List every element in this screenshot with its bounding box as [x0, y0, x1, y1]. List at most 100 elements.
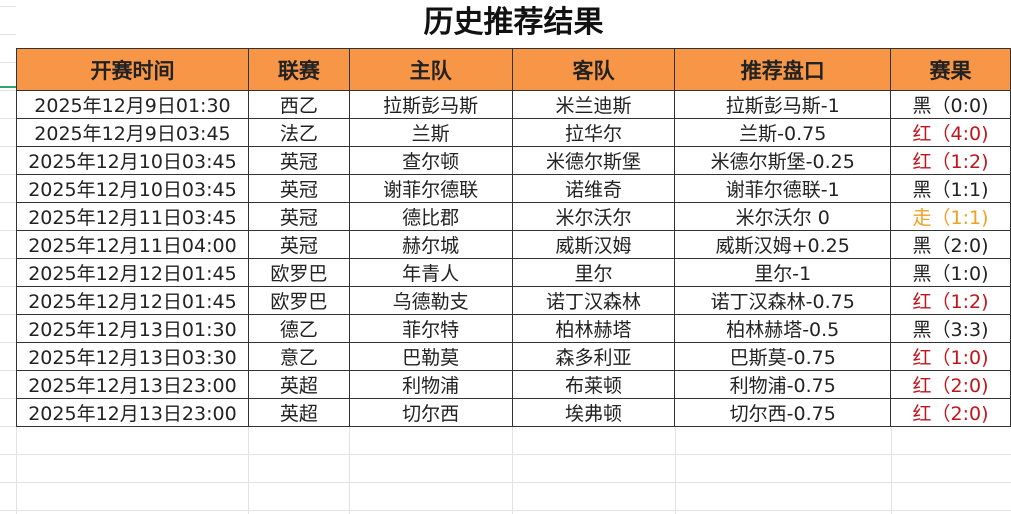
home-team-cell[interactable]: 切尔西	[348, 398, 513, 427]
table-row: 2025年12月9日03:45 法乙 兰斯 拉华尔 兰斯-0.75 红（4:0)	[16, 118, 1011, 147]
time-cell[interactable]: 2025年12月13日23:00	[16, 398, 249, 427]
result-cell[interactable]: 黑（0:0)	[890, 90, 1011, 119]
away-team-cell[interactable]: 米德尔斯堡	[511, 146, 676, 175]
league-cell[interactable]: 德乙	[247, 314, 350, 343]
away-team-cell[interactable]: 诺维奇	[511, 174, 676, 203]
away-team-cell[interactable]: 布莱顿	[511, 370, 676, 399]
table-row: 2025年12月10日03:45 英冠 查尔顿 米德尔斯堡 米德尔斯堡-0.25 红（1:…	[16, 146, 1011, 175]
away-team-cell[interactable]: 拉华尔	[511, 118, 676, 147]
time-cell[interactable]: 2025年12月11日04:00	[16, 230, 249, 259]
home-team-cell[interactable]: 乌德勒支	[348, 286, 513, 315]
away-team-cell[interactable]: 柏林赫塔	[511, 314, 676, 343]
header-row: 开赛时间 联赛 主队 客队 推荐盘口 赛果	[16, 48, 1011, 91]
time-cell[interactable]: 2025年12月9日03:45	[16, 118, 249, 147]
result-cell[interactable]: 红（2:0)	[890, 370, 1011, 399]
table-row: 2025年12月11日03:45 英冠 德比郡 米尔沃尔 米尔沃尔 0 走（1:1)	[16, 202, 1011, 231]
result-cell[interactable]: 黑（2:0)	[890, 230, 1011, 259]
header-result[interactable]: 赛果	[890, 48, 1011, 91]
home-team-cell[interactable]: 谢菲尔德联	[348, 174, 513, 203]
time-cell[interactable]: 2025年12月10日03:45	[16, 174, 249, 203]
away-team-cell[interactable]: 米尔沃尔	[511, 202, 676, 231]
away-team-cell[interactable]: 里尔	[511, 258, 676, 287]
table-row: 2025年12月12日01:45 欧罗巴 年青人 里尔 里尔-1 黑（1:0)	[16, 258, 1011, 287]
header-pick[interactable]: 推荐盘口	[674, 48, 892, 91]
away-team-cell[interactable]: 森多利亚	[511, 342, 676, 371]
time-cell[interactable]: 2025年12月13日23:00	[16, 370, 249, 399]
time-cell[interactable]: 2025年12月13日03:30	[16, 342, 249, 371]
table-row: 2025年12月11日04:00 英冠 赫尔城 威斯汉姆 威斯汉姆+0.25 黑（2:0)	[16, 230, 1011, 259]
grid-line	[16, 426, 17, 514]
table-row: 2025年12月13日03:30 意乙 巴勒莫 森多利亚 巴斯莫-0.75 红（1:0)	[16, 342, 1011, 371]
table-row: 2025年12月9日01:30 西乙 拉斯彭马斯 米兰迪斯 拉斯彭马斯-1 黑（0:0)	[16, 90, 1011, 119]
home-team-cell[interactable]: 巴勒莫	[348, 342, 513, 371]
table-row: 2025年12月13日23:00 英超 切尔西 埃弗顿 切尔西-0.75 红（2:0)	[16, 398, 1011, 427]
pick-cell[interactable]: 米尔沃尔 0	[674, 202, 892, 231]
header-away[interactable]: 客队	[511, 48, 676, 91]
result-cell[interactable]: 红（1:0)	[890, 342, 1011, 371]
time-cell[interactable]: 2025年12月10日03:45	[16, 146, 249, 175]
grid-line	[891, 426, 892, 514]
pick-cell[interactable]: 利物浦-0.75	[674, 370, 892, 399]
time-cell[interactable]: 2025年12月12日01:45	[16, 286, 249, 315]
away-team-cell[interactable]: 威斯汉姆	[511, 230, 676, 259]
pick-cell[interactable]: 巴斯莫-0.75	[674, 342, 892, 371]
home-team-cell[interactable]: 利物浦	[348, 370, 513, 399]
time-cell[interactable]: 2025年12月13日01:30	[16, 314, 249, 343]
league-cell[interactable]: 意乙	[247, 342, 350, 371]
league-cell[interactable]: 英冠	[247, 146, 350, 175]
league-cell[interactable]: 西乙	[247, 90, 350, 119]
grid-line	[512, 426, 513, 514]
time-cell[interactable]: 2025年12月11日03:45	[16, 202, 249, 231]
result-cell[interactable]: 黑（1:1)	[890, 174, 1011, 203]
table-row: 2025年12月10日03:45 英冠 谢菲尔德联 诺维奇 谢菲尔德联-1 黑（1:1)	[16, 174, 1011, 203]
table-row: 2025年12月13日01:30 德乙 菲尔特 柏林赫塔 柏林赫塔-0.5 黑（3:3)	[16, 314, 1011, 343]
league-cell[interactable]: 法乙	[247, 118, 350, 147]
header-time[interactable]: 开赛时间	[16, 48, 249, 91]
pick-cell[interactable]: 切尔西-0.75	[674, 398, 892, 427]
grid-line	[248, 426, 249, 514]
league-cell[interactable]: 英冠	[247, 174, 350, 203]
away-team-cell[interactable]: 米兰迪斯	[511, 90, 676, 119]
row-selection-marker	[0, 86, 16, 88]
result-cell[interactable]: 走（1:1)	[890, 202, 1011, 231]
pick-cell[interactable]: 谢菲尔德联-1	[674, 174, 892, 203]
result-cell[interactable]: 红（2:0)	[890, 398, 1011, 427]
home-team-cell[interactable]: 查尔顿	[348, 146, 513, 175]
table-row: 2025年12月13日23:00 英超 利物浦 布莱顿 利物浦-0.75 红（2:0)	[16, 370, 1011, 399]
header-league[interactable]: 联赛	[247, 48, 350, 91]
pick-cell[interactable]: 柏林赫塔-0.5	[674, 314, 892, 343]
pick-cell[interactable]: 里尔-1	[674, 258, 892, 287]
away-team-cell[interactable]: 埃弗顿	[511, 398, 676, 427]
time-cell[interactable]: 2025年12月9日01:30	[16, 90, 249, 119]
table-row: 2025年12月12日01:45 欧罗巴 乌德勒支 诺丁汉森林 诺丁汉森林-0.75 红（…	[16, 286, 1011, 315]
pick-cell[interactable]: 拉斯彭马斯-1	[674, 90, 892, 119]
result-cell[interactable]: 红（1:2)	[890, 286, 1011, 315]
pick-cell[interactable]: 兰斯-0.75	[674, 118, 892, 147]
page-title: 历史推荐结果	[16, 0, 1011, 48]
pick-cell[interactable]: 诺丁汉森林-0.75	[674, 286, 892, 315]
league-cell[interactable]: 欧罗巴	[247, 258, 350, 287]
home-team-cell[interactable]: 年青人	[348, 258, 513, 287]
result-cell[interactable]: 黑（1:0)	[890, 258, 1011, 287]
home-team-cell[interactable]: 菲尔特	[348, 314, 513, 343]
result-cell[interactable]: 红（4:0)	[890, 118, 1011, 147]
pick-cell[interactable]: 米德尔斯堡-0.25	[674, 146, 892, 175]
league-cell[interactable]: 英超	[247, 370, 350, 399]
result-cell[interactable]: 黑（3:3)	[890, 314, 1011, 343]
away-team-cell[interactable]: 诺丁汉森林	[511, 286, 676, 315]
home-team-cell[interactable]: 赫尔城	[348, 230, 513, 259]
grid-line	[675, 426, 676, 514]
league-cell[interactable]: 英冠	[247, 202, 350, 231]
header-home[interactable]: 主队	[348, 48, 513, 91]
league-cell[interactable]: 英超	[247, 398, 350, 427]
home-team-cell[interactable]: 兰斯	[348, 118, 513, 147]
time-cell[interactable]: 2025年12月12日01:45	[16, 258, 249, 287]
home-team-cell[interactable]: 拉斯彭马斯	[348, 90, 513, 119]
home-team-cell[interactable]: 德比郡	[348, 202, 513, 231]
grid-line	[349, 426, 350, 514]
pick-cell[interactable]: 威斯汉姆+0.25	[674, 230, 892, 259]
result-cell[interactable]: 红（1:2)	[890, 146, 1011, 175]
results-table: 开赛时间 联赛 主队 客队 推荐盘口 赛果 2025年12月9日01:30 西乙拉…	[16, 48, 1011, 427]
league-cell[interactable]: 欧罗巴	[247, 286, 350, 315]
league-cell[interactable]: 英冠	[247, 230, 350, 259]
